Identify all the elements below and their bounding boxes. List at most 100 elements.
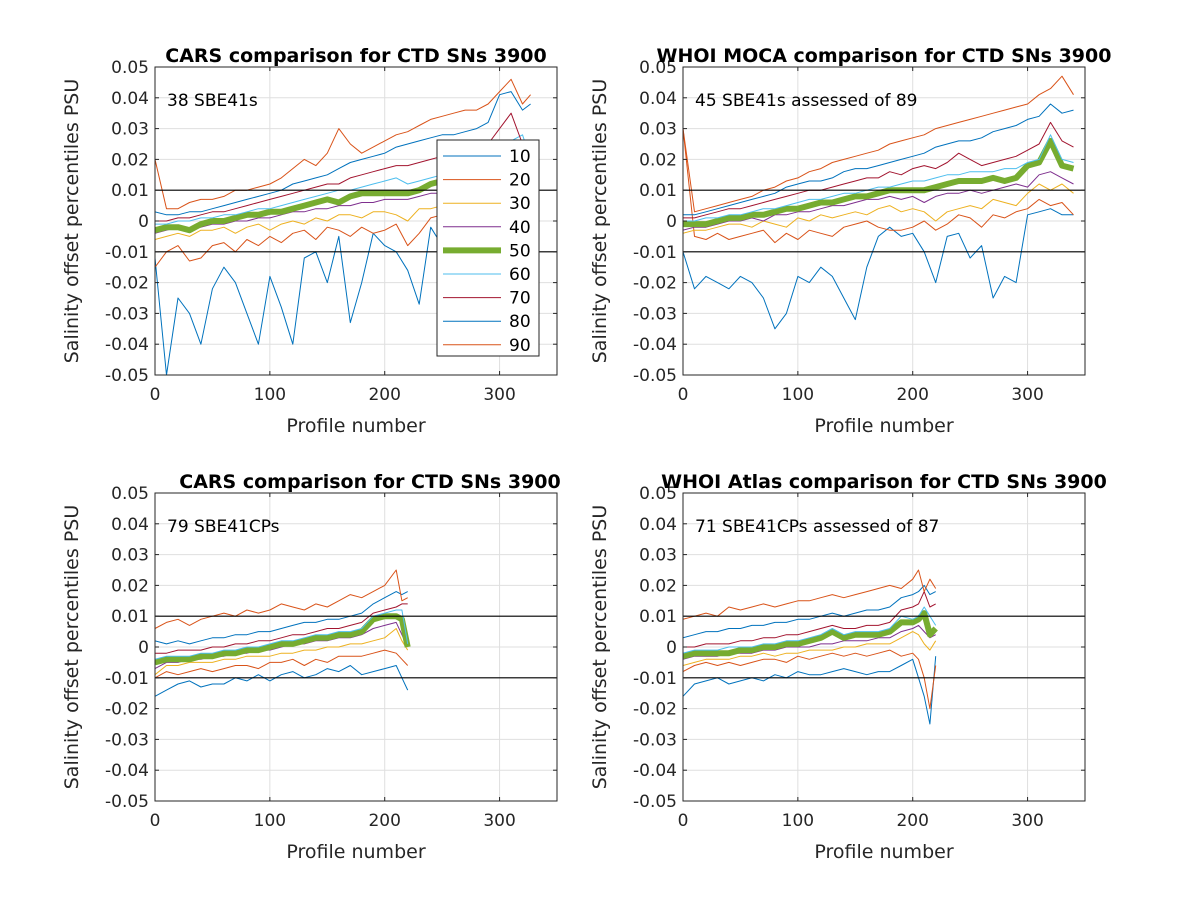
y-tick-label: -0.02 (105, 700, 149, 720)
y-tick-label: 0 (666, 638, 677, 658)
y-tick-label: -0.05 (105, 366, 149, 386)
series-line-p30 (155, 628, 409, 676)
series-line-p70 (683, 121, 1074, 219)
x-tick-label: 200 (368, 385, 400, 405)
y-tick-label: -0.04 (633, 761, 677, 781)
y-tick-label: 0.04 (111, 89, 149, 109)
x-axis-label: Profile number (286, 415, 425, 437)
x-axis-label: Profile number (814, 415, 953, 437)
y-tick-label: -0.04 (633, 335, 677, 355)
chart-title: CARS comparison for CTD SNs 3900 (179, 471, 560, 493)
legend-label: 80 (509, 312, 531, 332)
x-tick-label: 100 (782, 385, 814, 405)
y-axis-label: Salinity offset percentiles PSU (589, 505, 611, 790)
y-tick-label: 0.02 (639, 576, 677, 596)
x-tick-label: 300 (1011, 385, 1043, 405)
y-tick-label: 0.02 (111, 150, 149, 170)
series-group (683, 569, 938, 725)
y-tick-label: -0.02 (633, 700, 677, 720)
series-line-p90 (155, 78, 531, 210)
y-tick-label: -0.01 (633, 243, 677, 263)
series-line-p10 (155, 665, 409, 697)
y-tick-label: 0.02 (111, 576, 149, 596)
series-line-p80 (155, 91, 531, 216)
series-line-p90 (155, 569, 408, 629)
chart-title: WHOI MOCA comparison for CTD SNs 3900 (657, 45, 1112, 67)
series-line-p80 (683, 103, 1074, 216)
y-tick-label: 0.01 (111, 607, 149, 627)
series-line-p50 (683, 610, 938, 660)
annotation-text: 79 SBE41CPs (167, 517, 280, 537)
annotation-text: 38 SBE41s (167, 91, 258, 111)
y-tick-label: -0.03 (105, 730, 149, 750)
y-tick-label: -0.04 (105, 335, 149, 355)
legend-label: 90 (509, 336, 531, 356)
legend-item-70: 70 (443, 289, 531, 309)
x-tick-label: 200 (896, 811, 928, 831)
y-axis-label: Salinity offset percentiles PSU (61, 79, 83, 364)
series-line-p10 (683, 656, 937, 725)
series-line-p70 (155, 603, 408, 654)
y-tick-label: 0.02 (639, 150, 677, 170)
series-line-p80 (155, 591, 408, 645)
series-line-p60 (683, 606, 937, 654)
x-tick-label: 0 (678, 385, 689, 405)
y-tick-label: -0.01 (105, 669, 149, 689)
series-line-p60 (683, 134, 1074, 222)
chart-panel-whoi-atlas-sbe41cp: -0.05 -0.04 -0.03 -0.02 -0.01 0 0.01 0.02 0.03 0.… (589, 471, 1107, 863)
y-tick-label: -0.01 (105, 243, 149, 263)
legend-label: 40 (509, 218, 531, 238)
x-tick-label: 200 (368, 811, 400, 831)
x-tick-label: 300 (483, 385, 515, 405)
y-tick-label: 0.03 (639, 120, 677, 140)
series-line-p30 (683, 183, 1074, 234)
x-axis-label: Profile number (286, 841, 425, 863)
series-line-p90 (683, 569, 937, 620)
chart-title: WHOI Atlas comparison for CTD SNs 3900 (661, 471, 1107, 493)
y-tick-label: 0.04 (111, 515, 149, 535)
series-line-p20 (155, 649, 409, 679)
series-line-p30 (683, 631, 937, 666)
y-tick-label: -0.03 (105, 304, 149, 324)
x-tick-label: 0 (150, 385, 161, 405)
y-tick-label: -0.03 (633, 304, 677, 324)
x-tick-label: 100 (254, 385, 286, 405)
y-tick-label: -0.05 (633, 792, 677, 812)
series-line-p50 (155, 613, 411, 666)
x-tick-label: 0 (150, 811, 161, 831)
y-tick-label: -0.02 (633, 274, 677, 294)
series-line-p90 (683, 75, 1074, 213)
y-tick-label: 0.05 (111, 58, 149, 78)
legend-label: 50 (509, 241, 531, 261)
series-line-p70 (683, 591, 936, 648)
y-tick-label: 0.03 (111, 546, 149, 566)
legend-item-40: 40 (443, 218, 531, 238)
annotation-text: 71 SBE41CPs assessed of 87 (695, 517, 939, 537)
series-line-p20 (683, 128, 1074, 244)
x-axis-label: Profile number (814, 841, 953, 863)
y-tick-label: 0 (138, 212, 149, 232)
y-tick-label: -0.02 (105, 274, 149, 294)
legend-item-80: 80 (443, 312, 531, 332)
x-tick-label: 300 (1011, 811, 1043, 831)
y-tick-label: 0.05 (639, 484, 677, 504)
y-tick-label: 0.04 (639, 89, 677, 109)
series-group (155, 569, 411, 697)
y-axis-label: Salinity offset percentiles PSU (589, 79, 611, 364)
y-tick-label: 0.05 (111, 484, 149, 504)
legend-item-10: 10 (443, 147, 531, 167)
chart-panel-whoi-moca-sbe41: -0.05 -0.04 -0.03 -0.02 -0.01 0 0.01 0.02 0.03 0.… (589, 45, 1111, 437)
x-tick-label: 100 (782, 811, 814, 831)
legend-item-60: 60 (443, 265, 531, 285)
legend-item-20: 20 (443, 171, 531, 191)
legend: 10 20 30 40 50 60 70 80 90 (436, 139, 540, 357)
series-line-p10 (683, 208, 1074, 330)
series-line-p50 (683, 137, 1075, 228)
chart-panel-cars-sbe41: -0.05 -0.04 -0.03 -0.02 -0.01 0 0.01 0.02 0.03 0.… (61, 45, 558, 437)
y-tick-label: 0.05 (639, 58, 677, 78)
legend-label: 30 (509, 194, 531, 214)
x-tick-label: 0 (678, 811, 689, 831)
y-tick-label: 0.01 (111, 181, 149, 201)
y-tick-label: 0.03 (111, 120, 149, 140)
annotation-text: 45 SBE41s assessed of 89 (695, 91, 918, 111)
